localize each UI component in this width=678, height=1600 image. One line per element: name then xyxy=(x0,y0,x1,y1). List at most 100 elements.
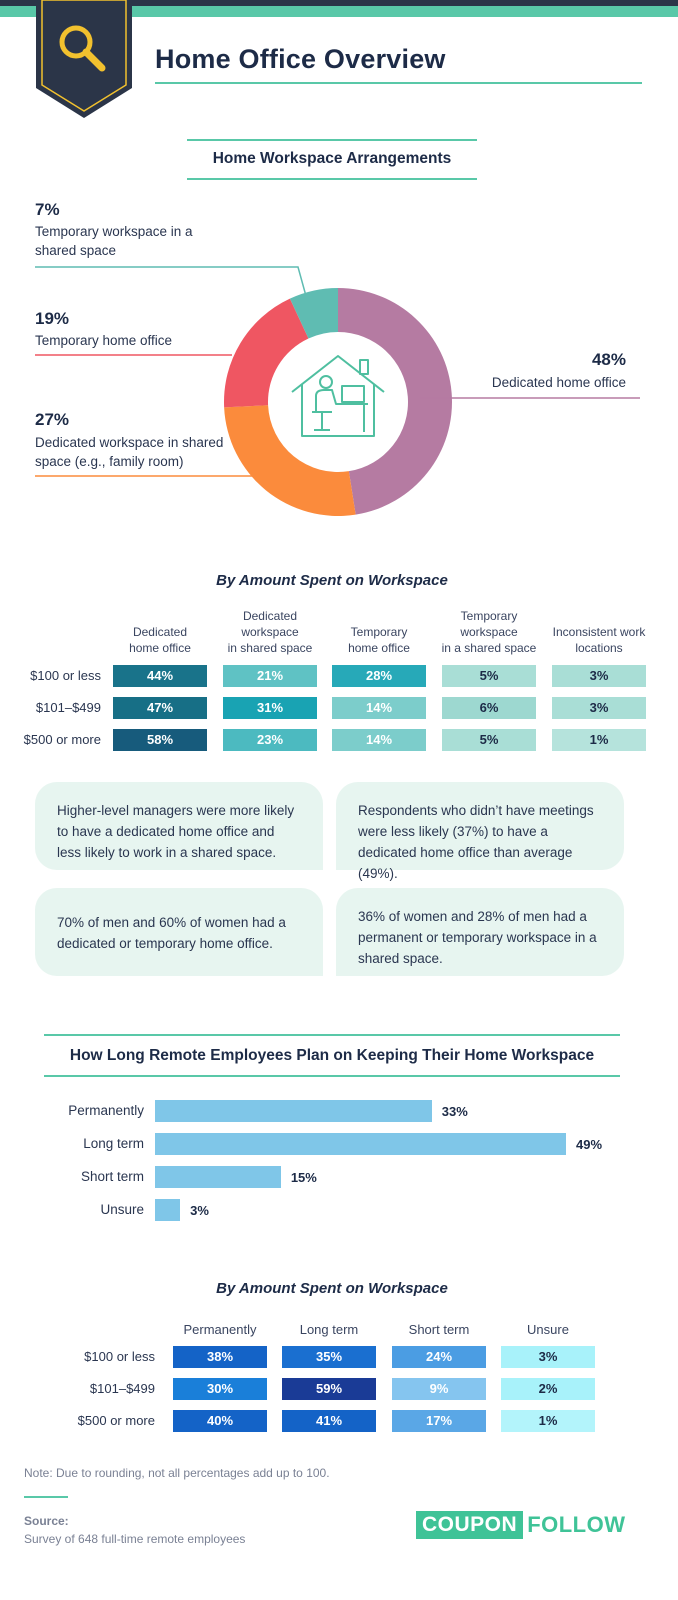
table1-col-head-line: workspace xyxy=(460,625,518,639)
logo-coupon: COUPON xyxy=(416,1511,524,1539)
table2-cell: 38% xyxy=(173,1346,267,1368)
table2-cell: 35% xyxy=(282,1346,376,1368)
label-7-pct: 7% xyxy=(35,200,60,219)
table1-cell: 23% xyxy=(223,729,317,751)
table1-cell: 44% xyxy=(113,665,207,687)
table1-col-head: Temporary workspace in a shared space xyxy=(432,608,546,656)
table1-col-head-line: workspace xyxy=(241,625,299,639)
table1-col-head-line: Temporary xyxy=(350,625,408,639)
table1-cell: 47% xyxy=(113,697,207,719)
donut-slice-48pct xyxy=(338,288,453,515)
title-rule xyxy=(155,82,642,84)
table1-cell: 1% xyxy=(552,729,646,751)
donut-title-rule-top xyxy=(187,139,477,141)
source-text: Survey of 648 full-time remote employees xyxy=(24,1532,246,1546)
table1-row-label: $101–$499 xyxy=(35,700,101,715)
donut-chart xyxy=(35,266,640,516)
table1-col-head-line: Inconsistent work xyxy=(552,625,646,639)
hbar-category-label: Long term xyxy=(83,1136,144,1151)
table1-cell: 6% xyxy=(442,697,536,719)
note-card-gender-office: 70% of men and 60% of women had a dedica… xyxy=(35,888,323,976)
table2-cell: 41% xyxy=(282,1410,376,1432)
table1-col-head-line: in shared space xyxy=(227,641,313,655)
table2-cell: 1% xyxy=(501,1410,595,1432)
label-7-text: Temporary workspace in a shared space xyxy=(35,224,193,258)
donut-title: Home Workspace Arrangements xyxy=(212,150,452,167)
logo-follow: FOLLOW xyxy=(527,1512,626,1537)
table1-cell: 14% xyxy=(332,729,426,751)
donut-slice-27pct xyxy=(224,405,356,516)
hbar-category-label: Permanently xyxy=(68,1103,144,1118)
table1-cell: 3% xyxy=(552,697,646,719)
table1-cell: 5% xyxy=(442,729,536,751)
note-card-gender-shared: 36% of women and 28% of men had a perman… xyxy=(336,888,624,976)
table2-cell: 3% xyxy=(501,1346,595,1368)
table1-col-head: Inconsistent work locations xyxy=(542,624,656,656)
table2-cell: 59% xyxy=(282,1378,376,1400)
home-office-icon xyxy=(291,355,385,437)
hbar-value-label: 3% xyxy=(190,1203,209,1218)
hbar-value-label: 33% xyxy=(441,1104,468,1119)
note-card-managers: Higher-level managers were more likely t… xyxy=(35,782,323,870)
hbar-category-label: Short term xyxy=(80,1169,144,1184)
table1-cell: 28% xyxy=(332,665,426,687)
hbar-value-label: 15% xyxy=(290,1170,317,1185)
hbar-bar xyxy=(155,1199,181,1221)
hbar-title: How Long Remote Employees Plan on Keepin… xyxy=(69,1047,595,1064)
table2-cell: 24% xyxy=(392,1346,486,1368)
magnifier-icon xyxy=(36,0,132,118)
table2-col-head: Permanently xyxy=(183,1322,257,1337)
label-27-text: Dedicated workspace in shared space (e.g… xyxy=(35,435,224,469)
hbar-title-rule-bottom xyxy=(44,1075,620,1077)
table1-cell: 5% xyxy=(442,665,536,687)
table2-cell: 40% xyxy=(173,1410,267,1432)
table1-col-head-line: home office xyxy=(129,641,191,655)
rounding-note: Note: Due to rounding, not all percentag… xyxy=(24,1466,330,1480)
label-48-text: Dedicated home office xyxy=(491,375,626,390)
hbar-chart: Permanently 33% Long term 49% Short term 15% U… xyxy=(0,1098,678,1228)
donut-title-rule-bottom xyxy=(187,178,477,180)
top-dark-bar xyxy=(0,0,678,6)
table1-col-head-line: Dedicated xyxy=(242,609,298,623)
label-19-text: Temporary home office xyxy=(35,333,173,348)
donut-slice-7pct xyxy=(289,288,338,339)
source-rule xyxy=(24,1496,68,1498)
hbar-title-rule-top xyxy=(44,1034,620,1036)
table1-col-head-line: home office xyxy=(348,641,410,655)
label-19-pct: 19% xyxy=(35,309,70,328)
table1-col-head-line: locations xyxy=(575,641,623,655)
table1-cell: 14% xyxy=(332,697,426,719)
table1-col-head-line: in a shared space xyxy=(441,641,537,655)
table1-col-head: Dedicated workspace in shared space xyxy=(213,608,327,656)
table1: Dedicated home office Dedicated workspace in… xyxy=(0,600,678,760)
page-title: Home Office Overview xyxy=(155,44,446,74)
source-title: Source: xyxy=(24,1514,69,1528)
table2-cell: 2% xyxy=(501,1378,595,1400)
donut-slice-19pct xyxy=(224,298,309,408)
table1-col-head-line: Dedicated xyxy=(132,625,188,639)
table1-cell: 21% xyxy=(223,665,317,687)
hbar-bar xyxy=(155,1100,432,1122)
table2-cell: 9% xyxy=(392,1378,486,1400)
hbar-bar xyxy=(155,1166,281,1188)
table2-col-head: Long term xyxy=(299,1322,359,1337)
table1-row-label: $500 or more xyxy=(23,732,101,747)
hbar-bar xyxy=(155,1133,566,1155)
label-27-pct: 27% xyxy=(35,410,70,429)
table1-row-label: $100 or less xyxy=(30,668,101,683)
table1-cell: 58% xyxy=(113,729,207,751)
table2-cell: 17% xyxy=(392,1410,486,1432)
table1-col-head: Temporary home office xyxy=(322,624,436,656)
table1-title: By Amount Spent on Workspace xyxy=(216,572,448,589)
table2-row-label: $500 or more xyxy=(77,1413,155,1428)
note-card-meetings: Respondents who didn’t have meetings wer… xyxy=(336,782,624,881)
table1-col-head: Dedicated home office xyxy=(103,624,217,656)
table2-row-label: $100 or less xyxy=(84,1349,155,1364)
hbar-value-label: 49% xyxy=(576,1137,603,1152)
table1-cell: 31% xyxy=(223,697,317,719)
table2-cell: 30% xyxy=(173,1378,267,1400)
table1-col-head-line: Temporary xyxy=(460,609,518,623)
couponfollow-logo: COUPON FOLLOW xyxy=(416,1511,626,1539)
label-48-pct: 48% xyxy=(591,350,626,369)
table2: Permanently Long term Short term Unsure $100… xyxy=(0,1318,678,1438)
